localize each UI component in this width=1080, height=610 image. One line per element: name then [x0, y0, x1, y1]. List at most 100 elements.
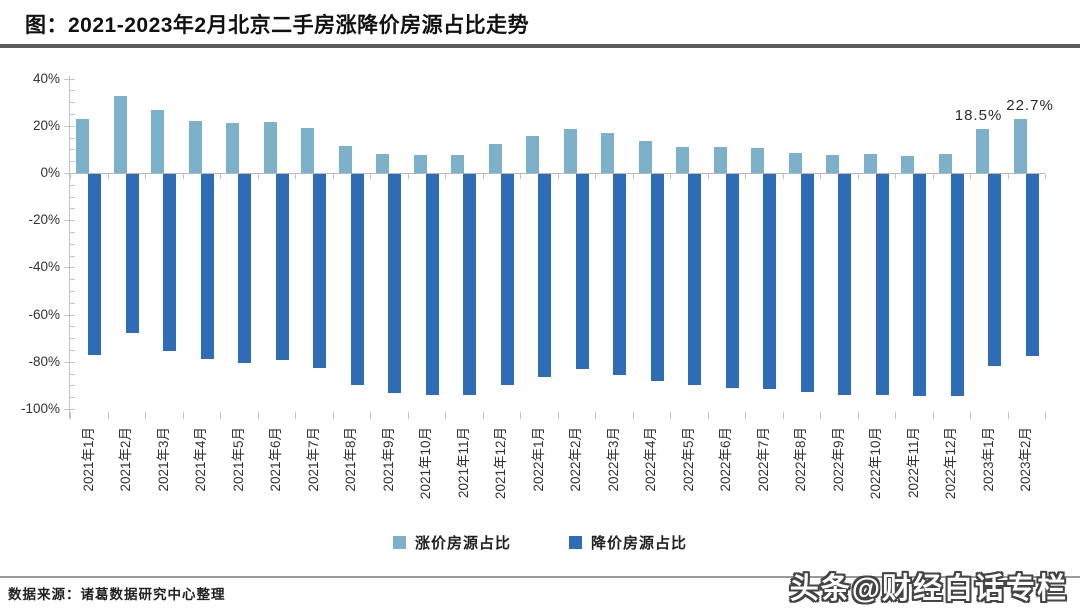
- bar-up: [151, 110, 165, 173]
- category-tick: [970, 412, 971, 419]
- x-axis-label: 2021年3月: [155, 427, 171, 492]
- category-tick: [707, 412, 709, 419]
- x-axis-label: 2022年11月: [905, 427, 921, 499]
- category-tick: [595, 174, 596, 179]
- bar-up: [113, 96, 127, 173]
- x-axis-label: 2021年8月: [343, 427, 359, 492]
- y-tick: [64, 173, 75, 174]
- x-axis-label: 2022年2月: [568, 427, 584, 492]
- x-axis-label: 2021年2月: [118, 427, 134, 492]
- category-tick: [70, 412, 71, 419]
- category-tick: [407, 174, 409, 179]
- legend-swatch-down: [569, 536, 582, 549]
- category-tick: [1045, 412, 1046, 419]
- category-tick: [145, 174, 146, 179]
- bar-up: [826, 155, 840, 173]
- category-tick: [182, 174, 184, 179]
- bar-up: [76, 118, 90, 173]
- y-tick: [69, 137, 75, 139]
- bar-up: [451, 155, 465, 173]
- category-tick: [632, 412, 634, 419]
- chart-legend: 涨价房源占比 降价房源占比: [0, 532, 1080, 553]
- y-tick: [64, 78, 75, 80]
- title-divider: [0, 44, 1080, 48]
- x-axis-label: 2023年1月: [980, 427, 996, 492]
- x-axis-label: 2022年9月: [830, 427, 846, 492]
- bar-down: [538, 174, 552, 377]
- category-tick: [970, 174, 971, 179]
- bar-down: [1025, 174, 1039, 357]
- category-tick: [295, 174, 296, 179]
- y-axis-label: 40%: [32, 70, 60, 86]
- x-axis-label: 2021年7月: [305, 427, 321, 492]
- x-axis-label: 2022年1月: [530, 427, 546, 492]
- bar-down: [500, 174, 514, 386]
- bar-down: [350, 174, 364, 386]
- y-tick: [69, 397, 75, 399]
- bar-up: [788, 152, 802, 173]
- bar-down: [763, 174, 777, 389]
- x-axis-label: 2021年11月: [455, 427, 471, 499]
- category-tick: [895, 412, 896, 419]
- y-tick: [69, 255, 75, 257]
- bar-up: [713, 147, 727, 173]
- category-tick: [257, 412, 259, 419]
- bar-down: [988, 174, 1002, 367]
- bar-down: [575, 174, 589, 369]
- y-axis-label: 0%: [40, 165, 60, 180]
- category-tick: [257, 174, 259, 179]
- y-tick: [64, 314, 75, 316]
- x-axis-label: 2022年6月: [718, 427, 734, 492]
- bar-down: [950, 174, 964, 396]
- category-tick: [557, 412, 559, 419]
- x-axis-label: 2022年3月: [605, 427, 621, 492]
- bar-down: [200, 174, 214, 360]
- category-tick: [820, 174, 821, 179]
- category-tick: [482, 174, 484, 179]
- bar-down: [163, 174, 177, 351]
- y-axis-label: -100%: [20, 401, 60, 416]
- legend-label-down: 降价房源占比: [591, 535, 688, 552]
- y-tick: [69, 302, 75, 304]
- category-tick: [70, 174, 71, 179]
- x-axis-label: 2021年9月: [380, 427, 396, 492]
- bar-down: [125, 174, 139, 334]
- category-tick: [782, 412, 784, 419]
- bar-down: [463, 174, 477, 395]
- category-tick: [595, 412, 596, 419]
- x-axis-label: 2021年4月: [193, 427, 209, 492]
- category-tick: [857, 174, 859, 179]
- y-tick: [69, 184, 75, 186]
- category-tick: [332, 174, 334, 179]
- bar-down: [238, 174, 252, 363]
- bar-down: [613, 174, 627, 375]
- bar-down: [725, 174, 739, 388]
- bar-down: [313, 174, 327, 368]
- y-tick: [69, 350, 75, 351]
- bar-up: [263, 122, 277, 173]
- bar-up: [976, 129, 990, 173]
- bar-down: [425, 174, 439, 395]
- x-axis-label: 2022年10月: [868, 427, 884, 500]
- bar-up: [563, 129, 577, 173]
- y-tick: [69, 385, 75, 387]
- category-tick: [520, 412, 521, 419]
- bar-up: [188, 121, 202, 173]
- bar-up: [1013, 119, 1027, 173]
- y-tick: [64, 220, 75, 222]
- category-tick: [370, 412, 371, 419]
- category-tick: [670, 412, 671, 419]
- footer-divider: [0, 576, 1080, 578]
- y-tick: [69, 102, 75, 104]
- category-tick: [932, 174, 934, 179]
- category-tick: [745, 412, 746, 419]
- y-tick: [69, 149, 75, 151]
- x-axis-zero-line: [70, 173, 1045, 174]
- x-axis-label: 2021年10月: [418, 427, 434, 500]
- y-tick: [69, 161, 75, 163]
- bar-up: [863, 154, 877, 173]
- bar-up: [938, 154, 952, 173]
- bar-up: [751, 148, 765, 173]
- category-tick: [407, 412, 409, 419]
- bar-down: [875, 174, 889, 395]
